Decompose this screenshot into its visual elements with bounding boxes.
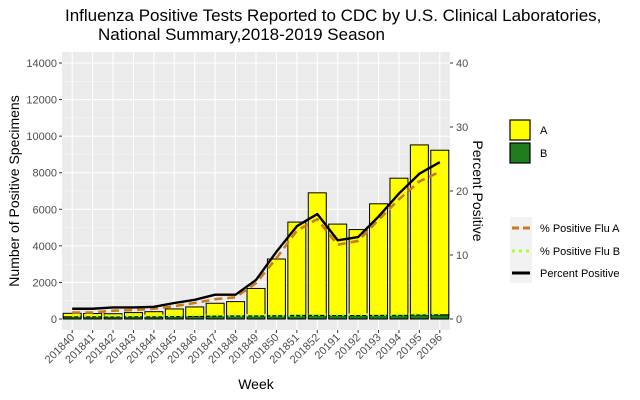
y2-tick-label: 10: [456, 250, 468, 262]
y-tick-label: 14000: [26, 58, 57, 70]
bar-a: [205, 302, 225, 317]
bar-a: [226, 301, 246, 317]
legend-swatch-b: [509, 142, 531, 164]
bar-a: [369, 203, 389, 316]
bar-b: [409, 314, 429, 320]
bar-b: [389, 314, 409, 320]
bar-a: [409, 144, 429, 316]
x-axis-title: Week: [238, 376, 275, 392]
bar-a: [185, 306, 205, 317]
y-tick-label: 2000: [33, 277, 57, 289]
bar-a: [348, 229, 368, 317]
bar-b: [328, 315, 348, 320]
y-axis-title: Number of Positive Specimens: [6, 95, 22, 286]
legend-label-b: B: [540, 148, 547, 160]
y-tick-label: 12000: [26, 95, 57, 107]
line-pct-flu-b: [72, 312, 440, 318]
bar-b: [307, 314, 327, 320]
bar-b: [348, 315, 368, 320]
bar-b: [369, 314, 389, 320]
lines-group: [72, 161, 441, 318]
bar-a: [307, 192, 327, 316]
y-tick-label: 4000: [33, 241, 57, 253]
bar-b: [287, 314, 307, 320]
y-axis-ticks: 0 2000 4000 6000 8000 10000 12000 14000: [26, 58, 62, 326]
y-tick-label: 8000: [33, 168, 57, 180]
line-pct-flu-a: [72, 170, 441, 314]
y2-tick-label: 0: [456, 314, 462, 326]
bar-a: [287, 221, 307, 316]
legend-label-pct-total: Percent Positive: [540, 268, 619, 280]
bar-a: [144, 311, 164, 318]
y-tick-label: 6000: [33, 204, 57, 216]
legend-label-pct-b: % Positive Flu B: [540, 246, 620, 258]
legend-label-a: A: [540, 125, 548, 137]
bar-a: [83, 313, 103, 318]
legend-swatch-a: [509, 119, 531, 141]
bar-a: [103, 313, 123, 318]
line-pct-positive: [72, 161, 441, 310]
y-tick-label: 10000: [26, 131, 57, 143]
y2-axis-title: Percent Positive: [470, 140, 486, 241]
y2-axis-ticks: 0 10 20 30 40: [450, 58, 468, 326]
bar-a: [389, 177, 409, 316]
x-axis-ticks: 2018402018412018422018432018442018452018…: [43, 330, 445, 366]
y2-tick-label: 30: [456, 122, 468, 134]
bar-a: [246, 287, 266, 317]
bar-b: [430, 314, 450, 320]
y2-tick-label: 20: [456, 186, 468, 198]
line-legend: % Positive Flu A % Positive Flu B Percen…: [510, 217, 620, 283]
bar-legend: A B: [509, 119, 548, 164]
y2-tick-label: 40: [456, 58, 468, 70]
chart-subtitle: National Summary,2018-2019 Season: [98, 25, 385, 44]
y-tick-label: 0: [51, 314, 57, 326]
chart-title: Influenza Positive Tests Reported to CDC…: [65, 6, 601, 25]
legend-label-pct-a: % Positive Flu A: [540, 223, 620, 235]
